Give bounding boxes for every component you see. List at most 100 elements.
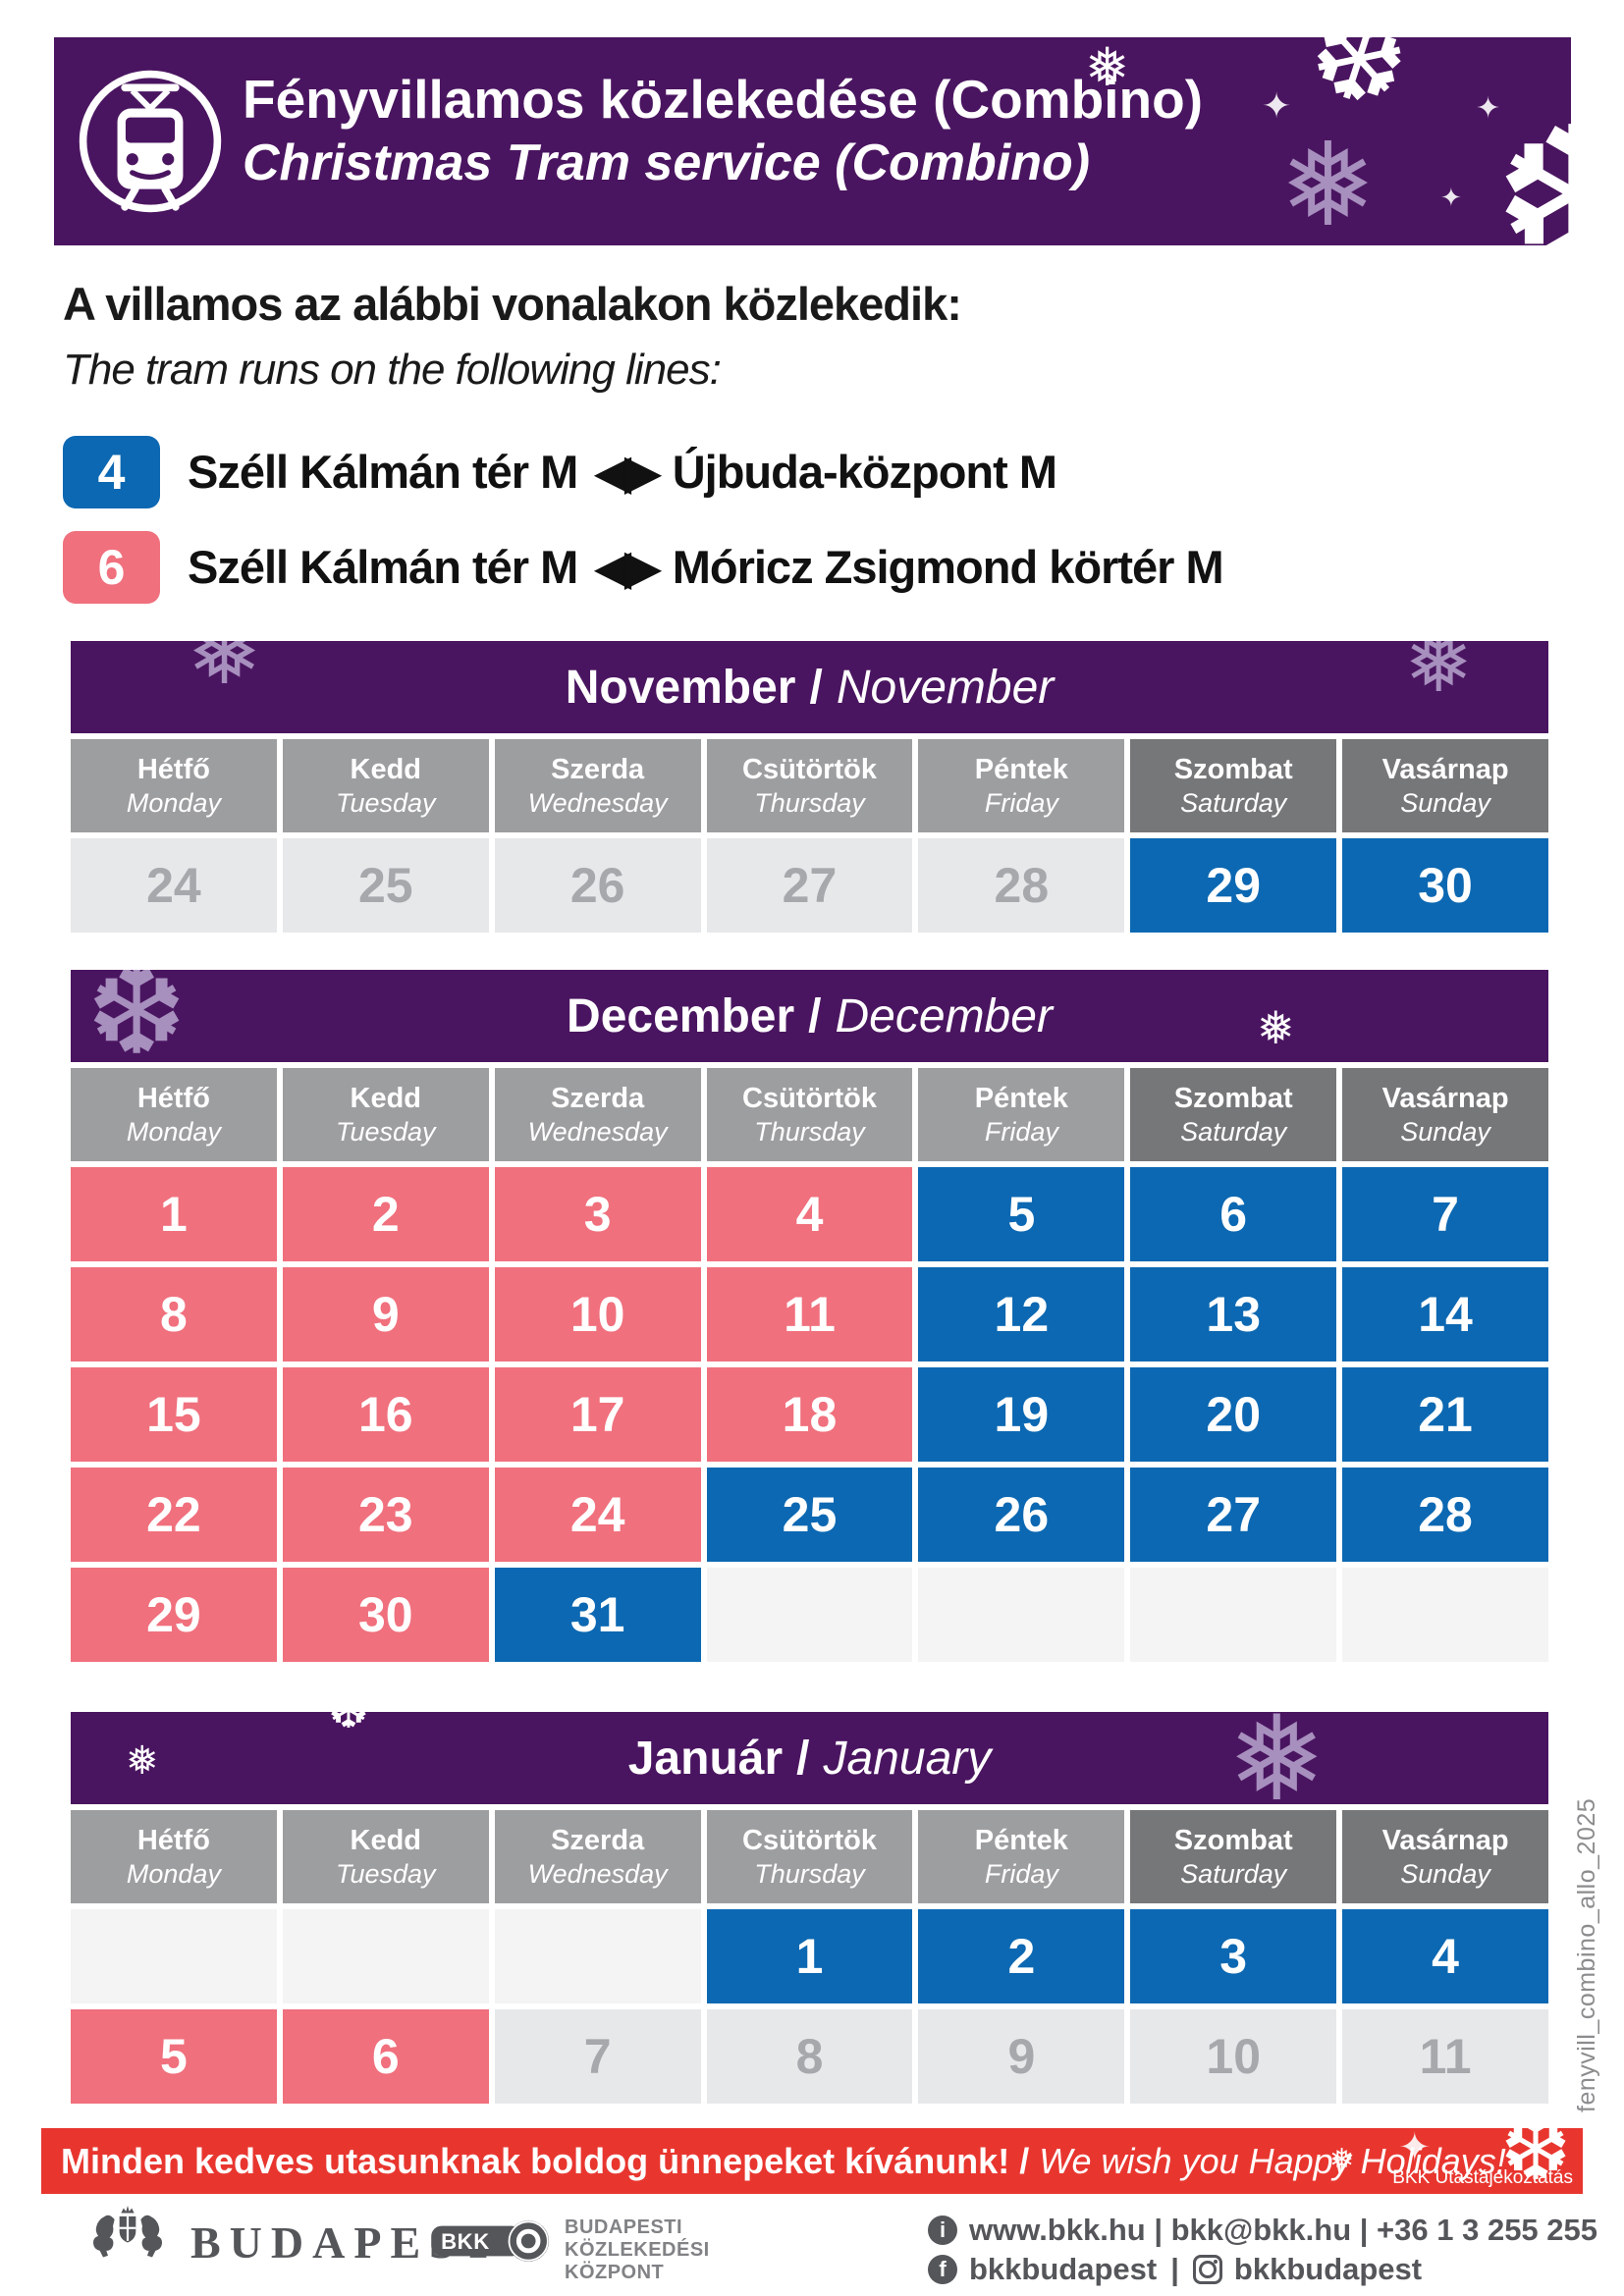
- calendar-day-cell: 30: [282, 1568, 489, 1662]
- calendar-day-cell: 14: [1342, 1267, 1548, 1362]
- month-title-separator: /: [809, 661, 823, 714]
- calendar-day-cell: 25: [706, 1468, 913, 1562]
- bidirectional-arrow-icon: ◀▶: [595, 541, 660, 593]
- calendar-week-row: 15 16 17 18 19 20 21: [71, 1367, 1548, 1462]
- weekday-header-cell: Csütörtök Thursday: [706, 1810, 913, 1903]
- month-title-separator: /: [808, 989, 822, 1042]
- calendar-day-cell: 9: [918, 2009, 1125, 2104]
- calendar-week-row: 5 6 7 8 9 10 11: [71, 2009, 1548, 2104]
- calendar-day-cell: 15: [71, 1367, 277, 1462]
- info-icon: i: [928, 2216, 957, 2245]
- weekday-name-hu: Hétfő: [136, 753, 210, 785]
- weekday-name-hu: Szombat: [1173, 1824, 1293, 1856]
- line-row-4: 4 Széll Kálmán tér M ◀▶ Újbuda-központ M: [63, 436, 1057, 508]
- calendar-november-header: ❅ ❅ November / November: [71, 641, 1548, 733]
- calendar-day-cell: 24: [71, 838, 277, 933]
- calendar-day-cell: 23: [282, 1468, 489, 1562]
- line-6-to: Móricz Zsigmond körtér M: [672, 541, 1224, 593]
- calendar-day-cell: 2: [918, 1909, 1125, 2003]
- calendar-day-cell: 30: [1342, 838, 1548, 933]
- greeting-en: We wish you Happy Holidays!: [1039, 2140, 1506, 2181]
- snowflake-icon: ❆: [1493, 102, 1571, 246]
- bkk-org-name: BUDAPESTI KÖZLEKEDÉSI KÖZPONT: [565, 2216, 710, 2284]
- snowflake-icon: ❅: [187, 641, 263, 703]
- bidirectional-arrow-icon: ◀▶: [595, 446, 660, 498]
- calendar-day-cell: 9: [282, 1267, 489, 1362]
- calendar-day-cell: 7: [494, 2009, 701, 2104]
- header-banner: Fényvillamos közlekedése (Combino) Chris…: [54, 37, 1571, 245]
- month-title-hu: December: [567, 989, 795, 1042]
- weekday-name-en: Friday: [984, 1116, 1058, 1147]
- calendar-day-cell: 17: [494, 1367, 701, 1462]
- line-6-route: Széll Kálmán tér M ◀▶ Móricz Zsigmond kö…: [188, 540, 1224, 595]
- weekday-name-en: Saturday: [1180, 1858, 1287, 1889]
- calendar-week-row: 29 30 31: [71, 1568, 1548, 1662]
- weekday-name-hu: Kedd: [350, 1824, 422, 1856]
- weekday-header-cell: Kedd Tuesday: [282, 1068, 489, 1161]
- snowflake-icon: ❅: [1279, 121, 1377, 245]
- month-title-en: November: [836, 661, 1055, 714]
- snowflake-icon: ❅: [126, 1739, 159, 1783]
- weekday-header-cell: Szombat Saturday: [1130, 1068, 1337, 1161]
- bkk-org-line: KÖZPONT: [565, 2262, 665, 2283]
- calendar-december-header: ❆ ❅ December / December: [71, 970, 1548, 1062]
- weekday-name-en: Sunday: [1400, 787, 1490, 818]
- snowflake-icon: ❅: [1404, 641, 1474, 709]
- calendar-day-cell: 28: [918, 838, 1125, 933]
- weekday-name-en: Wednesday: [527, 1116, 668, 1147]
- weekday-name-hu: Szerda: [551, 753, 645, 785]
- weekday-header-cell: Vasárnap Sunday: [1342, 1810, 1548, 1903]
- greeting-separator: /: [1019, 2140, 1030, 2181]
- line-4-badge: 4: [63, 436, 160, 508]
- weekday-name-en: Friday: [984, 1858, 1058, 1889]
- line-4-route: Széll Kálmán tér M ◀▶ Újbuda-központ M: [188, 445, 1057, 500]
- calendar-day-cell: 29: [71, 1568, 277, 1662]
- calendar-day-cell: 18: [706, 1367, 913, 1462]
- calendar-day-cell: 25: [282, 838, 489, 933]
- weekday-name-en: Saturday: [1180, 1116, 1287, 1147]
- weekday-name-hu: Péntek: [974, 753, 1068, 785]
- calendar-week-row: 8 9 10 11 12 13 14: [71, 1267, 1548, 1362]
- instagram-icon: [1192, 2255, 1222, 2284]
- snowflake-icon: ❆: [1293, 37, 1424, 136]
- document-id-caption: fenyvill_combino_allo_2025: [1573, 1797, 1600, 2112]
- calendar-day-cell: 31: [494, 1568, 701, 1662]
- month-title-hu: Január: [627, 1732, 784, 1785]
- calendar-day-cell: 3: [1130, 1909, 1337, 2003]
- calendar-day-cell: 26: [494, 838, 701, 933]
- weekday-header-cell: Szombat Saturday: [1130, 1810, 1337, 1903]
- weekday-name-en: Sunday: [1400, 1858, 1490, 1889]
- weekday-name-en: Tuesday: [335, 1116, 436, 1147]
- calendar-day-cell: 12: [918, 1267, 1125, 1362]
- line-4-from: Széll Kálmán tér M: [188, 446, 578, 498]
- calendar-day-cell: 5: [918, 1167, 1125, 1261]
- weekday-name-hu: Hétfő: [136, 1824, 210, 1856]
- month-title-hu: November: [565, 661, 796, 714]
- contact-block: i www.bkk.hu | bkk@bkk.hu | +36 1 3 255 …: [928, 2211, 1597, 2289]
- calendar-week-row: 24 25 26 27 28 29 30: [71, 838, 1548, 933]
- calendar-day-cell: 11: [1342, 2009, 1548, 2104]
- weekday-header-cell: Csütörtök Thursday: [706, 739, 913, 832]
- social-separator: |: [1170, 2252, 1179, 2286]
- calendar-day-cell: 24: [494, 1468, 701, 1562]
- svg-text:BKK: BKK: [441, 2229, 490, 2254]
- poster-title-en: Christmas Tram service (Combino): [243, 134, 1091, 192]
- calendar-day-cell: 8: [71, 1267, 277, 1362]
- weekday-name-hu: Csütörtök: [742, 753, 877, 785]
- weekday-name-hu: Kedd: [350, 753, 422, 785]
- budapest-coat-of-arms-icon: [79, 2205, 177, 2280]
- calendar-day-cell: 4: [706, 1167, 913, 1261]
- holiday-greeting-text: Minden kedves utasunknak boldog ünnepeke…: [61, 2128, 1506, 2194]
- calendar-empty-cell: [494, 1909, 701, 2003]
- calendar-day-cell: 11: [706, 1267, 913, 1362]
- weekday-name-en: Thursday: [754, 787, 865, 818]
- intro-text-en: The tram runs on the following lines:: [63, 346, 722, 394]
- facebook-icon: f: [928, 2255, 957, 2284]
- snowflake-icon: ❅: [1257, 1002, 1295, 1053]
- weekday-name-en: Friday: [984, 787, 1058, 818]
- bkk-logo: BKK: [430, 2211, 554, 2276]
- calendar-day-cell: 1: [706, 1909, 913, 2003]
